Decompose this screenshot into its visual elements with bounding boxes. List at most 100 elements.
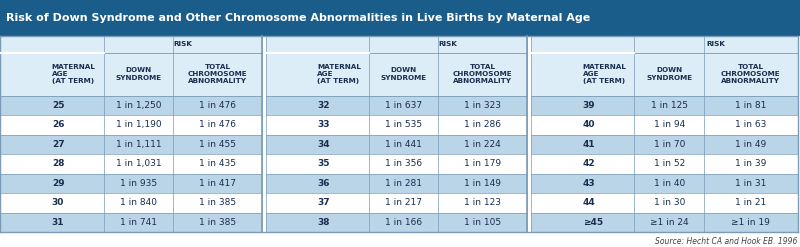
Text: 1 in 637: 1 in 637 (385, 101, 422, 110)
Text: 30: 30 (52, 198, 64, 207)
Text: ≥45: ≥45 (583, 218, 603, 227)
Text: ≥1 in 24: ≥1 in 24 (650, 218, 689, 227)
Text: 42: 42 (583, 160, 595, 168)
Text: 1 in 30: 1 in 30 (654, 198, 685, 207)
Bar (0, 0, 800, 36)
Bar (531, 213, 798, 232)
Bar (531, 174, 798, 193)
Bar (0, 154, 262, 174)
Text: 1 in 105: 1 in 105 (464, 218, 502, 227)
Text: 39: 39 (583, 101, 595, 110)
Bar (0, 174, 262, 193)
Text: DOWN
SYNDROME: DOWN SYNDROME (381, 67, 426, 81)
Text: 1 in 741: 1 in 741 (120, 218, 157, 227)
Text: 1 in 123: 1 in 123 (464, 198, 502, 207)
Bar (531, 53, 798, 96)
Text: 1 in 125: 1 in 125 (650, 101, 688, 110)
Bar (531, 36, 798, 53)
Text: 37: 37 (317, 198, 330, 207)
Text: ≥1 in 19: ≥1 in 19 (731, 218, 770, 227)
Text: DOWN
SYNDROME: DOWN SYNDROME (115, 67, 162, 81)
Text: 1 in 1,031: 1 in 1,031 (115, 160, 162, 168)
Text: 1 in 149: 1 in 149 (464, 179, 502, 188)
Text: 1 in 1,111: 1 in 1,111 (115, 140, 162, 149)
Text: 1 in 476: 1 in 476 (199, 121, 236, 129)
Bar (266, 53, 527, 96)
Bar (266, 135, 527, 154)
Text: 1 in 476: 1 in 476 (199, 101, 236, 110)
Text: 1 in 94: 1 in 94 (654, 121, 685, 129)
Text: 1 in 49: 1 in 49 (735, 140, 766, 149)
Text: 1 in 179: 1 in 179 (464, 160, 502, 168)
Bar (0, 193, 262, 213)
Text: 1 in 417: 1 in 417 (199, 179, 236, 188)
Text: 1 in 455: 1 in 455 (199, 140, 236, 149)
Text: 1 in 40: 1 in 40 (654, 179, 685, 188)
Text: 40: 40 (583, 121, 595, 129)
Text: 1 in 385: 1 in 385 (199, 198, 236, 207)
Text: 1 in 286: 1 in 286 (464, 121, 502, 129)
Text: Risk of Down Syndrome and Other Chromosome Abnormalities in Live Births by Mater: Risk of Down Syndrome and Other Chromoso… (6, 13, 590, 23)
Text: 35: 35 (317, 160, 330, 168)
Text: 1 in 935: 1 in 935 (120, 179, 157, 188)
Bar (531, 154, 798, 174)
Bar (0, 36, 262, 53)
Text: 1 in 535: 1 in 535 (385, 121, 422, 129)
Text: 34: 34 (317, 140, 330, 149)
Text: RISK: RISK (438, 41, 458, 47)
Text: 25: 25 (52, 101, 64, 110)
Text: 36: 36 (317, 179, 330, 188)
Text: 1 in 52: 1 in 52 (654, 160, 685, 168)
Bar (266, 174, 527, 193)
Text: 26: 26 (52, 121, 64, 129)
Bar (266, 154, 527, 174)
Bar (0, 115, 262, 135)
Bar (0, 96, 262, 115)
Text: 1 in 31: 1 in 31 (735, 179, 766, 188)
Bar (531, 96, 798, 115)
Text: 1 in 166: 1 in 166 (385, 218, 422, 227)
Text: TOTAL
CHROMOSOME
ABNORMALITY: TOTAL CHROMOSOME ABNORMALITY (453, 64, 513, 84)
Text: 33: 33 (317, 121, 330, 129)
Text: 1 in 63: 1 in 63 (735, 121, 766, 129)
Text: 1 in 281: 1 in 281 (385, 179, 422, 188)
Text: DOWN
SYNDROME: DOWN SYNDROME (646, 67, 692, 81)
Text: MATERNAL
AGE
(AT TERM): MATERNAL AGE (AT TERM) (583, 64, 626, 84)
Text: MATERNAL
AGE
(AT TERM): MATERNAL AGE (AT TERM) (317, 64, 361, 84)
Text: RISK: RISK (173, 41, 192, 47)
Text: 1 in 39: 1 in 39 (735, 160, 766, 168)
Text: 44: 44 (583, 198, 595, 207)
Bar (266, 193, 527, 213)
Bar (266, 36, 527, 53)
Text: 38: 38 (317, 218, 330, 227)
Text: 1 in 81: 1 in 81 (735, 101, 766, 110)
Text: 1 in 70: 1 in 70 (654, 140, 685, 149)
Bar (531, 193, 798, 213)
Bar (0, 135, 262, 154)
Text: 43: 43 (583, 179, 595, 188)
Text: MATERNAL
AGE
(AT TERM): MATERNAL AGE (AT TERM) (52, 64, 96, 84)
Text: 1 in 323: 1 in 323 (464, 101, 502, 110)
Text: TOTAL
CHROMOSOME
ABNORMALITY: TOTAL CHROMOSOME ABNORMALITY (721, 64, 781, 84)
Text: 29: 29 (52, 179, 65, 188)
Text: 1 in 356: 1 in 356 (385, 160, 422, 168)
Bar (0, 213, 262, 232)
Text: RISK: RISK (706, 41, 726, 47)
Text: 32: 32 (317, 101, 330, 110)
Text: 1 in 1,190: 1 in 1,190 (115, 121, 162, 129)
Bar (0, 53, 262, 96)
Text: 27: 27 (52, 140, 65, 149)
Text: 28: 28 (52, 160, 64, 168)
Text: 1 in 217: 1 in 217 (385, 198, 422, 207)
Text: 1 in 441: 1 in 441 (385, 140, 422, 149)
Bar (531, 135, 798, 154)
Bar (266, 213, 527, 232)
Text: TOTAL
CHROMOSOME
ABNORMALITY: TOTAL CHROMOSOME ABNORMALITY (187, 64, 247, 84)
Text: 1 in 21: 1 in 21 (735, 198, 766, 207)
Text: Source: Hecht CA and Hook EB. 1996: Source: Hecht CA and Hook EB. 1996 (655, 237, 798, 246)
Bar (0, 36, 800, 232)
Text: 1 in 385: 1 in 385 (199, 218, 236, 227)
Bar (266, 115, 527, 135)
Text: 1 in 435: 1 in 435 (199, 160, 236, 168)
Text: 1 in 1,250: 1 in 1,250 (116, 101, 161, 110)
